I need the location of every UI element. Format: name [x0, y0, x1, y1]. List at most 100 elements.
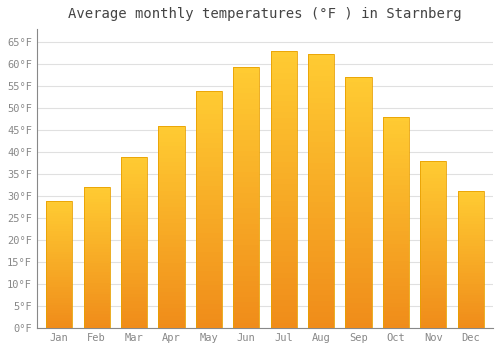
Bar: [84, 238, 110, 241]
Bar: [382, 176, 409, 180]
Bar: [308, 125, 334, 131]
Bar: [382, 320, 409, 324]
Bar: [46, 270, 72, 272]
Bar: [196, 224, 222, 229]
Bar: [382, 163, 409, 168]
Bar: [121, 181, 147, 184]
Bar: [458, 205, 483, 208]
Bar: [121, 157, 147, 328]
Bar: [121, 325, 147, 328]
Bar: [46, 313, 72, 315]
Bar: [420, 241, 446, 245]
Bar: [308, 262, 334, 268]
Bar: [458, 199, 483, 202]
Bar: [233, 109, 260, 114]
Bar: [308, 301, 334, 306]
Bar: [458, 254, 483, 257]
Bar: [458, 276, 483, 279]
Bar: [84, 218, 110, 221]
Bar: [382, 138, 409, 142]
Bar: [196, 152, 222, 157]
Bar: [420, 164, 446, 168]
Bar: [346, 318, 372, 323]
Bar: [308, 174, 334, 180]
Bar: [308, 153, 334, 158]
Bar: [46, 214, 72, 216]
Bar: [196, 276, 222, 281]
Bar: [382, 126, 409, 130]
Bar: [382, 202, 409, 206]
Bar: [346, 77, 372, 82]
Bar: [346, 268, 372, 273]
Bar: [196, 262, 222, 266]
Bar: [270, 295, 296, 301]
Bar: [346, 298, 372, 303]
Bar: [346, 122, 372, 127]
Bar: [158, 316, 184, 320]
Bar: [270, 195, 296, 201]
Bar: [84, 283, 110, 286]
Bar: [233, 214, 260, 219]
Bar: [420, 298, 446, 301]
Bar: [84, 207, 110, 210]
Bar: [420, 191, 446, 195]
Bar: [233, 281, 260, 286]
Bar: [420, 184, 446, 188]
Bar: [270, 156, 296, 162]
Bar: [346, 132, 372, 137]
Bar: [84, 235, 110, 238]
Bar: [458, 227, 483, 229]
Bar: [308, 108, 334, 114]
Bar: [270, 278, 296, 284]
Bar: [420, 225, 446, 228]
Bar: [346, 162, 372, 167]
Bar: [46, 254, 72, 257]
Bar: [270, 79, 296, 84]
Bar: [308, 54, 334, 59]
Bar: [158, 166, 184, 170]
Bar: [84, 202, 110, 204]
Bar: [158, 272, 184, 275]
Bar: [233, 302, 260, 307]
Bar: [46, 249, 72, 252]
Bar: [158, 296, 184, 300]
Bar: [382, 197, 409, 202]
Bar: [308, 208, 334, 213]
Bar: [158, 142, 184, 146]
Bar: [121, 201, 147, 205]
Bar: [233, 297, 260, 302]
Bar: [121, 287, 147, 290]
Bar: [382, 239, 409, 244]
Bar: [308, 169, 334, 174]
Bar: [121, 290, 147, 294]
Bar: [121, 301, 147, 304]
Bar: [196, 124, 222, 129]
Bar: [270, 184, 296, 190]
Bar: [346, 288, 372, 293]
Bar: [196, 138, 222, 143]
Bar: [46, 252, 72, 254]
Bar: [233, 234, 260, 239]
Bar: [158, 154, 184, 158]
Bar: [121, 314, 147, 318]
Bar: [84, 272, 110, 275]
Bar: [84, 289, 110, 292]
Bar: [196, 133, 222, 138]
Bar: [196, 229, 222, 233]
Bar: [382, 214, 409, 218]
Bar: [121, 277, 147, 280]
Bar: [84, 258, 110, 261]
Bar: [158, 130, 184, 134]
Bar: [233, 198, 260, 203]
Bar: [458, 208, 483, 210]
Bar: [233, 245, 260, 250]
Bar: [46, 267, 72, 270]
Bar: [196, 162, 222, 167]
Bar: [458, 238, 483, 240]
Bar: [158, 292, 184, 296]
Bar: [346, 238, 372, 243]
Bar: [308, 103, 334, 108]
Bar: [84, 230, 110, 232]
Bar: [46, 259, 72, 262]
Bar: [196, 176, 222, 181]
